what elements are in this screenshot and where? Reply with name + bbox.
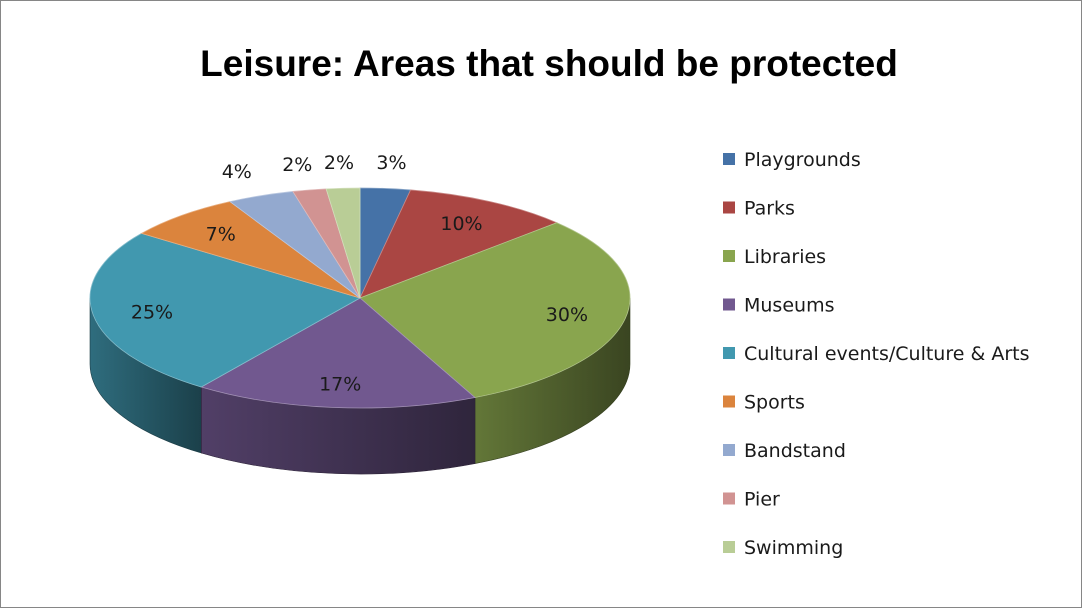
legend-label-parks: Parks bbox=[744, 198, 795, 220]
legend-swatch-cultural-events-culture-arts bbox=[723, 347, 735, 359]
pie-slice-sports bbox=[140, 201, 361, 299]
legend-swatch-playgrounds bbox=[723, 153, 735, 165]
legend-swatch-bandstand bbox=[723, 444, 735, 456]
pie-plot bbox=[89, 187, 631, 475]
legend: Playgrounds Parks Libraries Museums Cultural… bbox=[723, 149, 1029, 559]
pie-slice-parks bbox=[359, 189, 558, 299]
legend-label-museums: Museums bbox=[744, 295, 834, 317]
legend-label-swimming: Swimming bbox=[744, 537, 843, 559]
chart-title: Leisure: Areas that should be protected bbox=[200, 43, 898, 84]
pie-slice-swimming bbox=[325, 187, 361, 299]
legend-label-sports: Sports bbox=[744, 392, 805, 414]
data-labels: 3% 10% 30% 17% 25% 7% 4% 2% 2% bbox=[131, 152, 588, 396]
pie-slice-cultural-events-culture-arts bbox=[89, 232, 362, 388]
legend-swatch-sports bbox=[723, 395, 735, 408]
legend-swatch-museums bbox=[723, 298, 735, 311]
legend-label-bandstand: Bandstand bbox=[744, 440, 846, 462]
data-label-pier: 2% bbox=[282, 154, 312, 176]
data-label-bandstand: 4% bbox=[222, 161, 252, 183]
data-label-cultural-events-culture-arts: 25% bbox=[131, 301, 173, 323]
data-label-swimming: 2% bbox=[324, 152, 354, 174]
data-label-parks: 10% bbox=[440, 213, 482, 235]
pie-slice-museums bbox=[200, 297, 476, 409]
data-label-playgrounds: 3% bbox=[376, 152, 406, 174]
legend-swatch-pier bbox=[723, 492, 735, 505]
legend-label-cultural-events-culture-arts: Cultural events/Culture & Arts bbox=[744, 343, 1029, 365]
data-label-sports: 7% bbox=[206, 224, 236, 246]
legend-swatch-libraries bbox=[723, 250, 735, 262]
data-label-libraries: 30% bbox=[546, 304, 588, 326]
data-label-museums: 17% bbox=[319, 373, 361, 395]
legend-label-libraries: Libraries bbox=[744, 246, 826, 268]
legend-swatch-swimming bbox=[723, 541, 735, 553]
legend-label-pier: Pier bbox=[744, 489, 780, 511]
legend-label-playgrounds: Playgrounds bbox=[744, 149, 861, 171]
pie-slice-libraries bbox=[359, 222, 631, 398]
legend-swatch-parks bbox=[723, 201, 735, 214]
